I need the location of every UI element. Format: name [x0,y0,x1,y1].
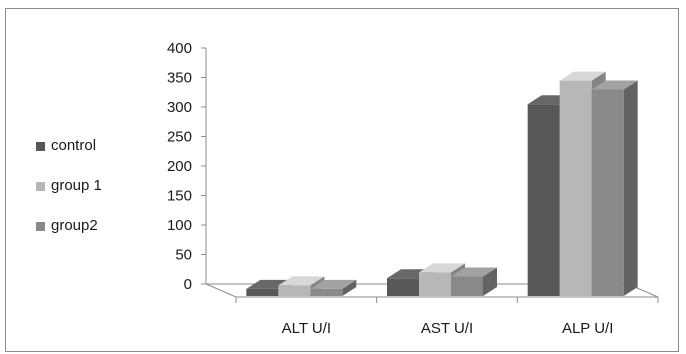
labels: 0 50 100 150 200 250 300 350 400 ALT U/I AST U/I AL… [167,40,613,337]
bar-group2-0 [310,279,357,296]
bar-front [310,288,343,296]
y-tick-label-1: 50 [175,247,192,264]
bar-front [527,104,560,296]
y-tick-label-4: 200 [167,158,192,175]
bar-group2-1 [451,267,497,296]
bar-top [591,80,638,90]
y-tick-label-7: 350 [167,70,192,87]
bar-top [419,263,465,273]
x-tick-label-1: AST U/I [421,320,473,337]
bar-front [559,80,592,297]
legend-label-group-1: group 1 [51,177,102,194]
legend-swatch-group2 [36,222,45,231]
legend-item-group2: group2 [36,216,156,242]
bar-front [278,285,311,296]
y-tick-label-8: 400 [167,40,192,57]
bar-top [278,276,325,286]
bar-side [483,267,497,296]
bar-group2-2 [591,80,638,296]
y-tick-label-5: 250 [167,129,192,146]
y-tick-label-2: 100 [167,217,192,234]
bar-side [623,80,638,296]
bar-front [246,288,279,296]
x-tick-label-0: ALT U/I [282,320,331,337]
legend-item-group-1: group 1 [36,176,156,202]
legend-item-control: control [36,136,156,162]
legend: control group 1 group2 [36,136,156,256]
bar-front [387,278,419,296]
bar-front [591,89,624,296]
y-tick-label-0: 0 [184,276,192,293]
legend-swatch-group-1 [36,182,45,191]
bar-top [310,279,357,289]
bars [246,71,638,297]
bar-top [451,267,497,277]
x-tick-label-2: ALP U/I [562,320,613,337]
legend-swatch-control [36,142,45,151]
y-tick-label-3: 150 [167,188,192,205]
bar-side [342,279,357,296]
legend-label-control: control [51,137,97,154]
bar-top [559,71,606,81]
legend-label-group2: group2 [51,217,98,234]
bar-front [451,276,483,296]
y-tick-label-6: 300 [167,99,192,116]
bar-front [419,272,451,296]
